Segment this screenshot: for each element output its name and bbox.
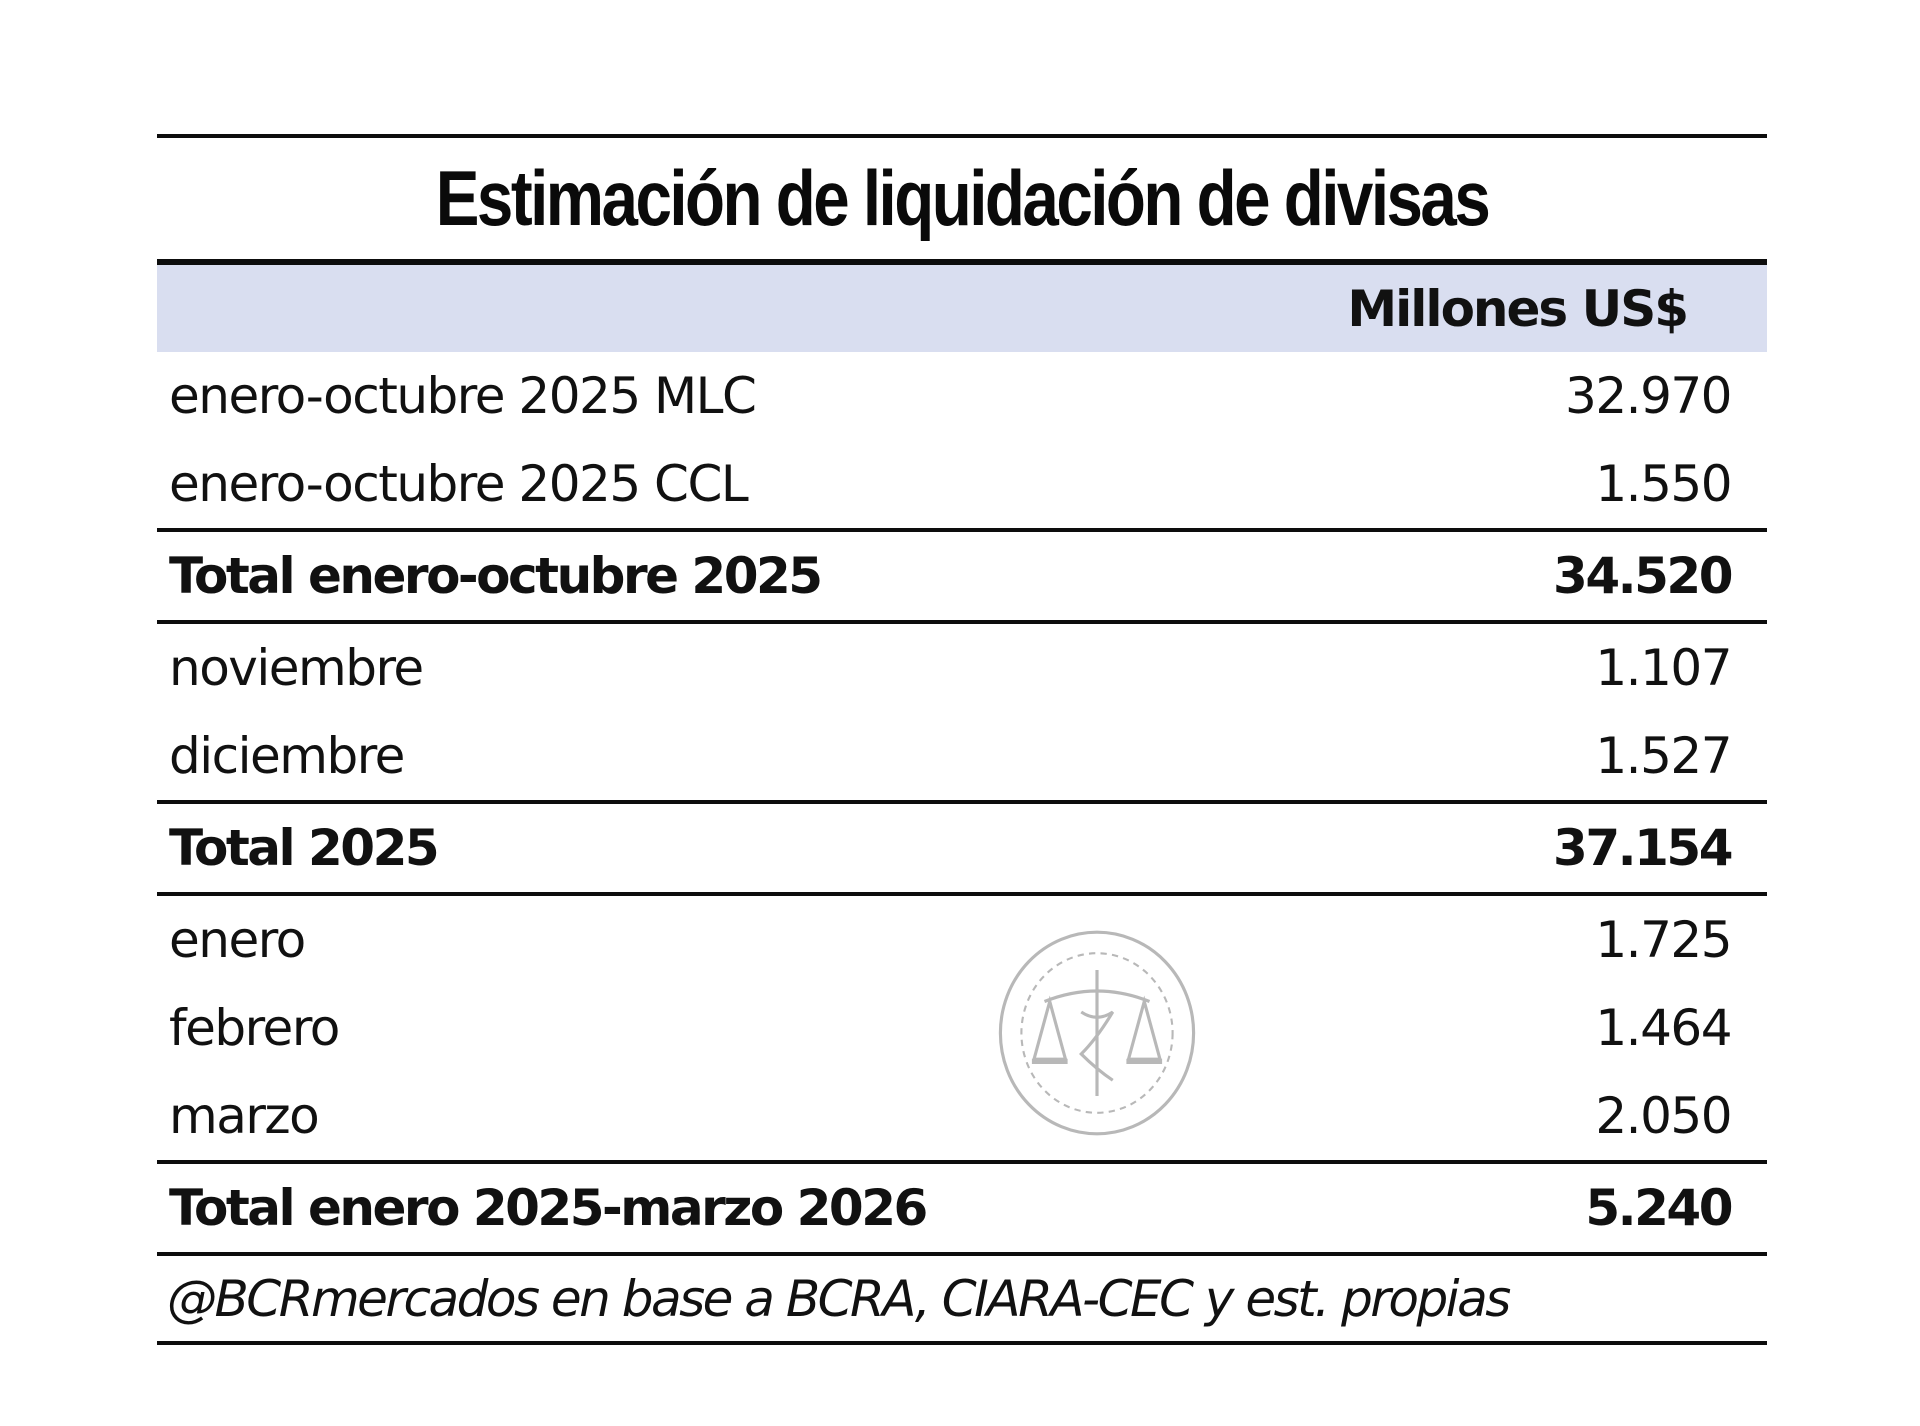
- top-rule: [157, 134, 1767, 138]
- row-label: enero-octubre 2025 MLC: [169, 367, 757, 425]
- total-value: 37.154: [1553, 819, 1733, 877]
- row-label: diciembre: [169, 727, 405, 785]
- row-value: 1.550: [1595, 455, 1732, 513]
- row-value: 1.527: [1595, 727, 1732, 785]
- row-value: 32.970: [1565, 367, 1732, 425]
- total-label: Total enero-octubre 2025: [169, 547, 823, 605]
- table-row: enero 1.725: [157, 896, 1767, 984]
- row-value: 2.050: [1595, 1087, 1732, 1145]
- row-value: 1.725: [1595, 911, 1732, 969]
- table-row: enero-octubre 2025 MLC 32.970: [157, 352, 1767, 440]
- total-row: Total 2025 37.154: [157, 804, 1767, 892]
- row-value: 1.107: [1595, 639, 1732, 697]
- total-label: Total 2025: [169, 819, 440, 877]
- row-label: marzo: [169, 1087, 320, 1145]
- table-row: noviembre 1.107: [157, 624, 1767, 712]
- row-rule: [157, 528, 1767, 532]
- liquidation-table: Estimación de liquidación de divisas Mil…: [157, 134, 1767, 1345]
- row-rule: [157, 620, 1767, 624]
- bolsa-de-comercio-seal-icon: [998, 930, 1196, 1136]
- unit-label: Millones US$: [1347, 279, 1689, 338]
- total-value: 34.520: [1553, 547, 1733, 605]
- source-note: @BCRmercados en base a BCRA, CIARA-CEC y…: [167, 1269, 1511, 1328]
- row-rule: [157, 892, 1767, 896]
- total-label: Total enero 2025-marzo 2026: [169, 1179, 928, 1237]
- total-row: Total enero 2025-marzo 2026 5.240: [157, 1164, 1767, 1252]
- bottom-rule: [157, 1341, 1767, 1345]
- row-rule: [157, 800, 1767, 804]
- table-row: marzo 2.050: [157, 1072, 1767, 1160]
- row-rule: [157, 1252, 1767, 1256]
- table-title: Estimación de liquidación de divisas: [435, 154, 1491, 242]
- row-label: enero-octubre 2025 CCL: [169, 455, 749, 513]
- column-header: Millones US$: [157, 265, 1767, 352]
- row-label: enero: [169, 911, 306, 969]
- section-2026: enero 1.725 febrero 1.464 marzo 2.050: [157, 896, 1767, 1160]
- title-rule: [157, 259, 1767, 265]
- table-row: diciembre 1.527: [157, 712, 1767, 800]
- row-label: febrero: [169, 999, 340, 1057]
- table-row: enero-octubre 2025 CCL 1.550: [157, 440, 1767, 528]
- table-row: febrero 1.464: [157, 984, 1767, 1072]
- row-label: noviembre: [169, 639, 424, 697]
- row-value: 1.464: [1595, 999, 1732, 1057]
- row-rule: [157, 1160, 1767, 1164]
- total-row: Total enero-octubre 2025 34.520: [157, 532, 1767, 620]
- total-value: 5.240: [1585, 1179, 1733, 1237]
